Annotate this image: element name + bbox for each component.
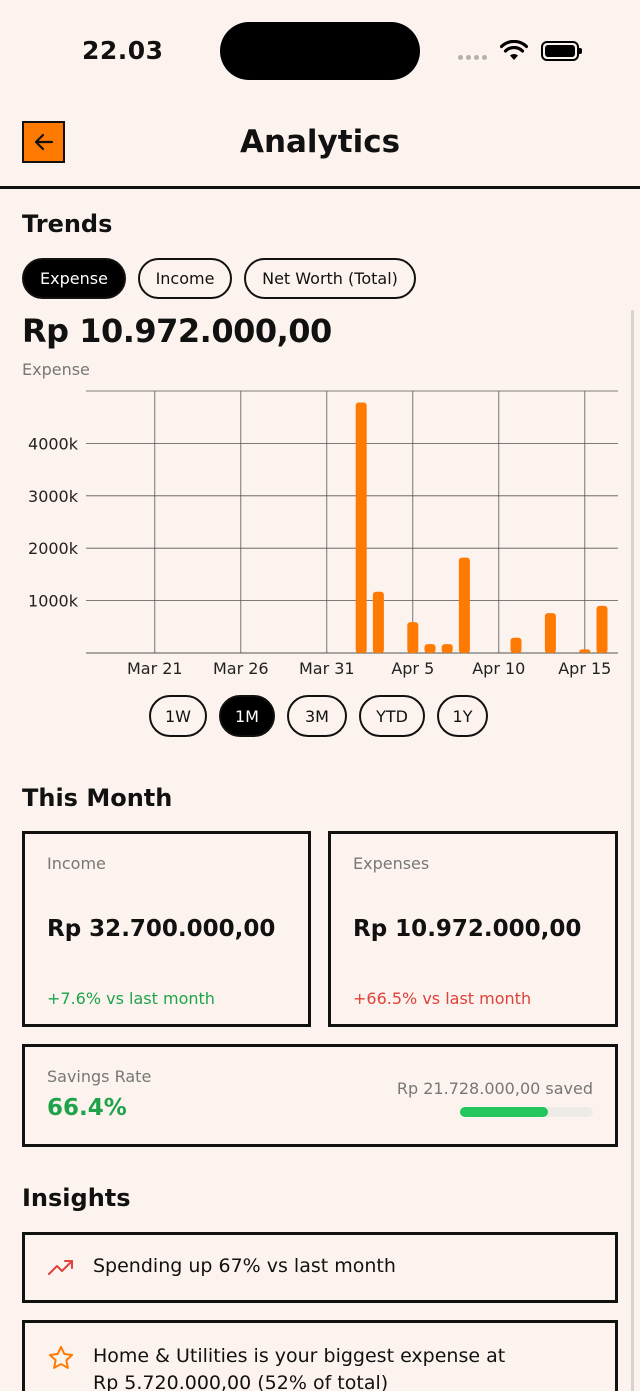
tab-income[interactable]: Income	[138, 258, 232, 299]
chart-bar	[596, 605, 608, 653]
chart-bar	[372, 591, 384, 653]
battery-icon	[541, 41, 582, 61]
chart-bar	[355, 402, 367, 653]
chart-bar	[544, 613, 556, 653]
expenses-card[interactable]: Expenses Rp 10.972.000,00 +66.5% vs last…	[328, 831, 618, 1027]
chart-bar	[579, 649, 591, 653]
wifi-icon	[500, 40, 528, 60]
y-tick-label: 1000k	[28, 592, 79, 611]
chart-bar	[510, 637, 522, 653]
income-change: +7.6% vs last month	[47, 989, 215, 1008]
insight-text-line: Rp 5.720.000,00 (52% of total)	[93, 1372, 389, 1391]
range-1m[interactable]: 1M	[219, 695, 275, 737]
insight-card[interactable]: Spending up 67% vs last month	[22, 1232, 618, 1303]
tab-net-worth[interactable]: Net Worth (Total)	[244, 258, 416, 299]
x-tick-label: Apr 15	[558, 659, 611, 678]
insight-text-line: Home & Utilities is your biggest expense…	[93, 1345, 506, 1367]
range-1y[interactable]: 1Y	[437, 695, 488, 737]
y-tick-label: 2000k	[28, 539, 79, 558]
y-tick-label: 3000k	[28, 487, 79, 506]
insight-card[interactable]: Home & Utilities is your biggest expense…	[22, 1320, 618, 1391]
page-title: Analytics	[239, 124, 401, 160]
savings-progress-fill	[460, 1107, 549, 1117]
tab-expense[interactable]: Expense	[22, 258, 126, 299]
income-card-label: Income	[47, 854, 106, 873]
insight-text: Home & Utilities is your biggest expense…	[93, 1343, 505, 1391]
x-tick-label: Apr 10	[472, 659, 525, 678]
chart-bar	[424, 644, 436, 653]
range-1w[interactable]: 1W	[149, 695, 207, 737]
savings-rate-card[interactable]: Savings Rate 66.4% Rp 21.728.000,00 save…	[22, 1044, 618, 1147]
arrow-left-icon	[34, 133, 53, 151]
trends-title: Trends	[22, 210, 113, 238]
x-tick-label: Apr 5	[391, 659, 434, 678]
expenses-amount: Rp 10.972.000,00	[353, 916, 582, 942]
cellular-signal-icon	[458, 55, 487, 60]
chart-bar	[458, 557, 470, 653]
this-month-title: This Month	[22, 784, 173, 812]
savings-rate-label: Savings Rate	[47, 1067, 152, 1086]
range-ytd[interactable]: YTD	[359, 695, 425, 737]
x-tick-label: Mar 21	[127, 659, 183, 678]
trend-type-tabs: Expense Income Net Worth (Total)	[22, 258, 416, 299]
back-button[interactable]	[22, 121, 65, 163]
savings-progress-bar	[460, 1107, 593, 1117]
expenses-change: +66.5% vs last month	[353, 989, 532, 1008]
insight-text: Spending up 67% vs last month	[93, 1255, 396, 1277]
chart-bar	[407, 622, 419, 653]
income-amount: Rp 32.700.000,00	[47, 916, 276, 942]
expense-bar-chart: 1000k 2000k 3000k 4000k Mar 21 Mar 26 Mar 31 Ap…	[28, 390, 618, 678]
income-card[interactable]: Income Rp 32.700.000,00 +7.6% vs last mo…	[22, 831, 311, 1027]
status-bar: 22.03	[0, 0, 640, 100]
x-tick-label: Mar 31	[299, 659, 355, 678]
trend-amount-label: Expense	[22, 360, 90, 379]
nav-bar: Analytics	[0, 100, 640, 189]
chart-bar	[441, 644, 453, 653]
range-3m[interactable]: 3M	[287, 695, 347, 737]
expenses-card-label: Expenses	[353, 854, 430, 873]
insights-title: Insights	[22, 1184, 131, 1212]
savings-saved-amount: Rp 21.728.000,00 saved	[396, 1079, 593, 1098]
scrollbar[interactable]	[631, 310, 634, 1391]
dynamic-island	[220, 22, 420, 80]
status-time: 22.03	[82, 36, 164, 65]
trend-total-amount: Rp 10.972.000,00	[22, 312, 332, 350]
savings-rate-value: 66.4%	[47, 1095, 127, 1121]
star-icon	[48, 1345, 74, 1369]
time-range-selector: 1W 1M 3M YTD 1Y	[149, 695, 488, 737]
y-tick-label: 4000k	[28, 434, 79, 453]
x-tick-label: Mar 26	[213, 659, 269, 678]
trending-up-icon	[48, 1260, 73, 1275]
